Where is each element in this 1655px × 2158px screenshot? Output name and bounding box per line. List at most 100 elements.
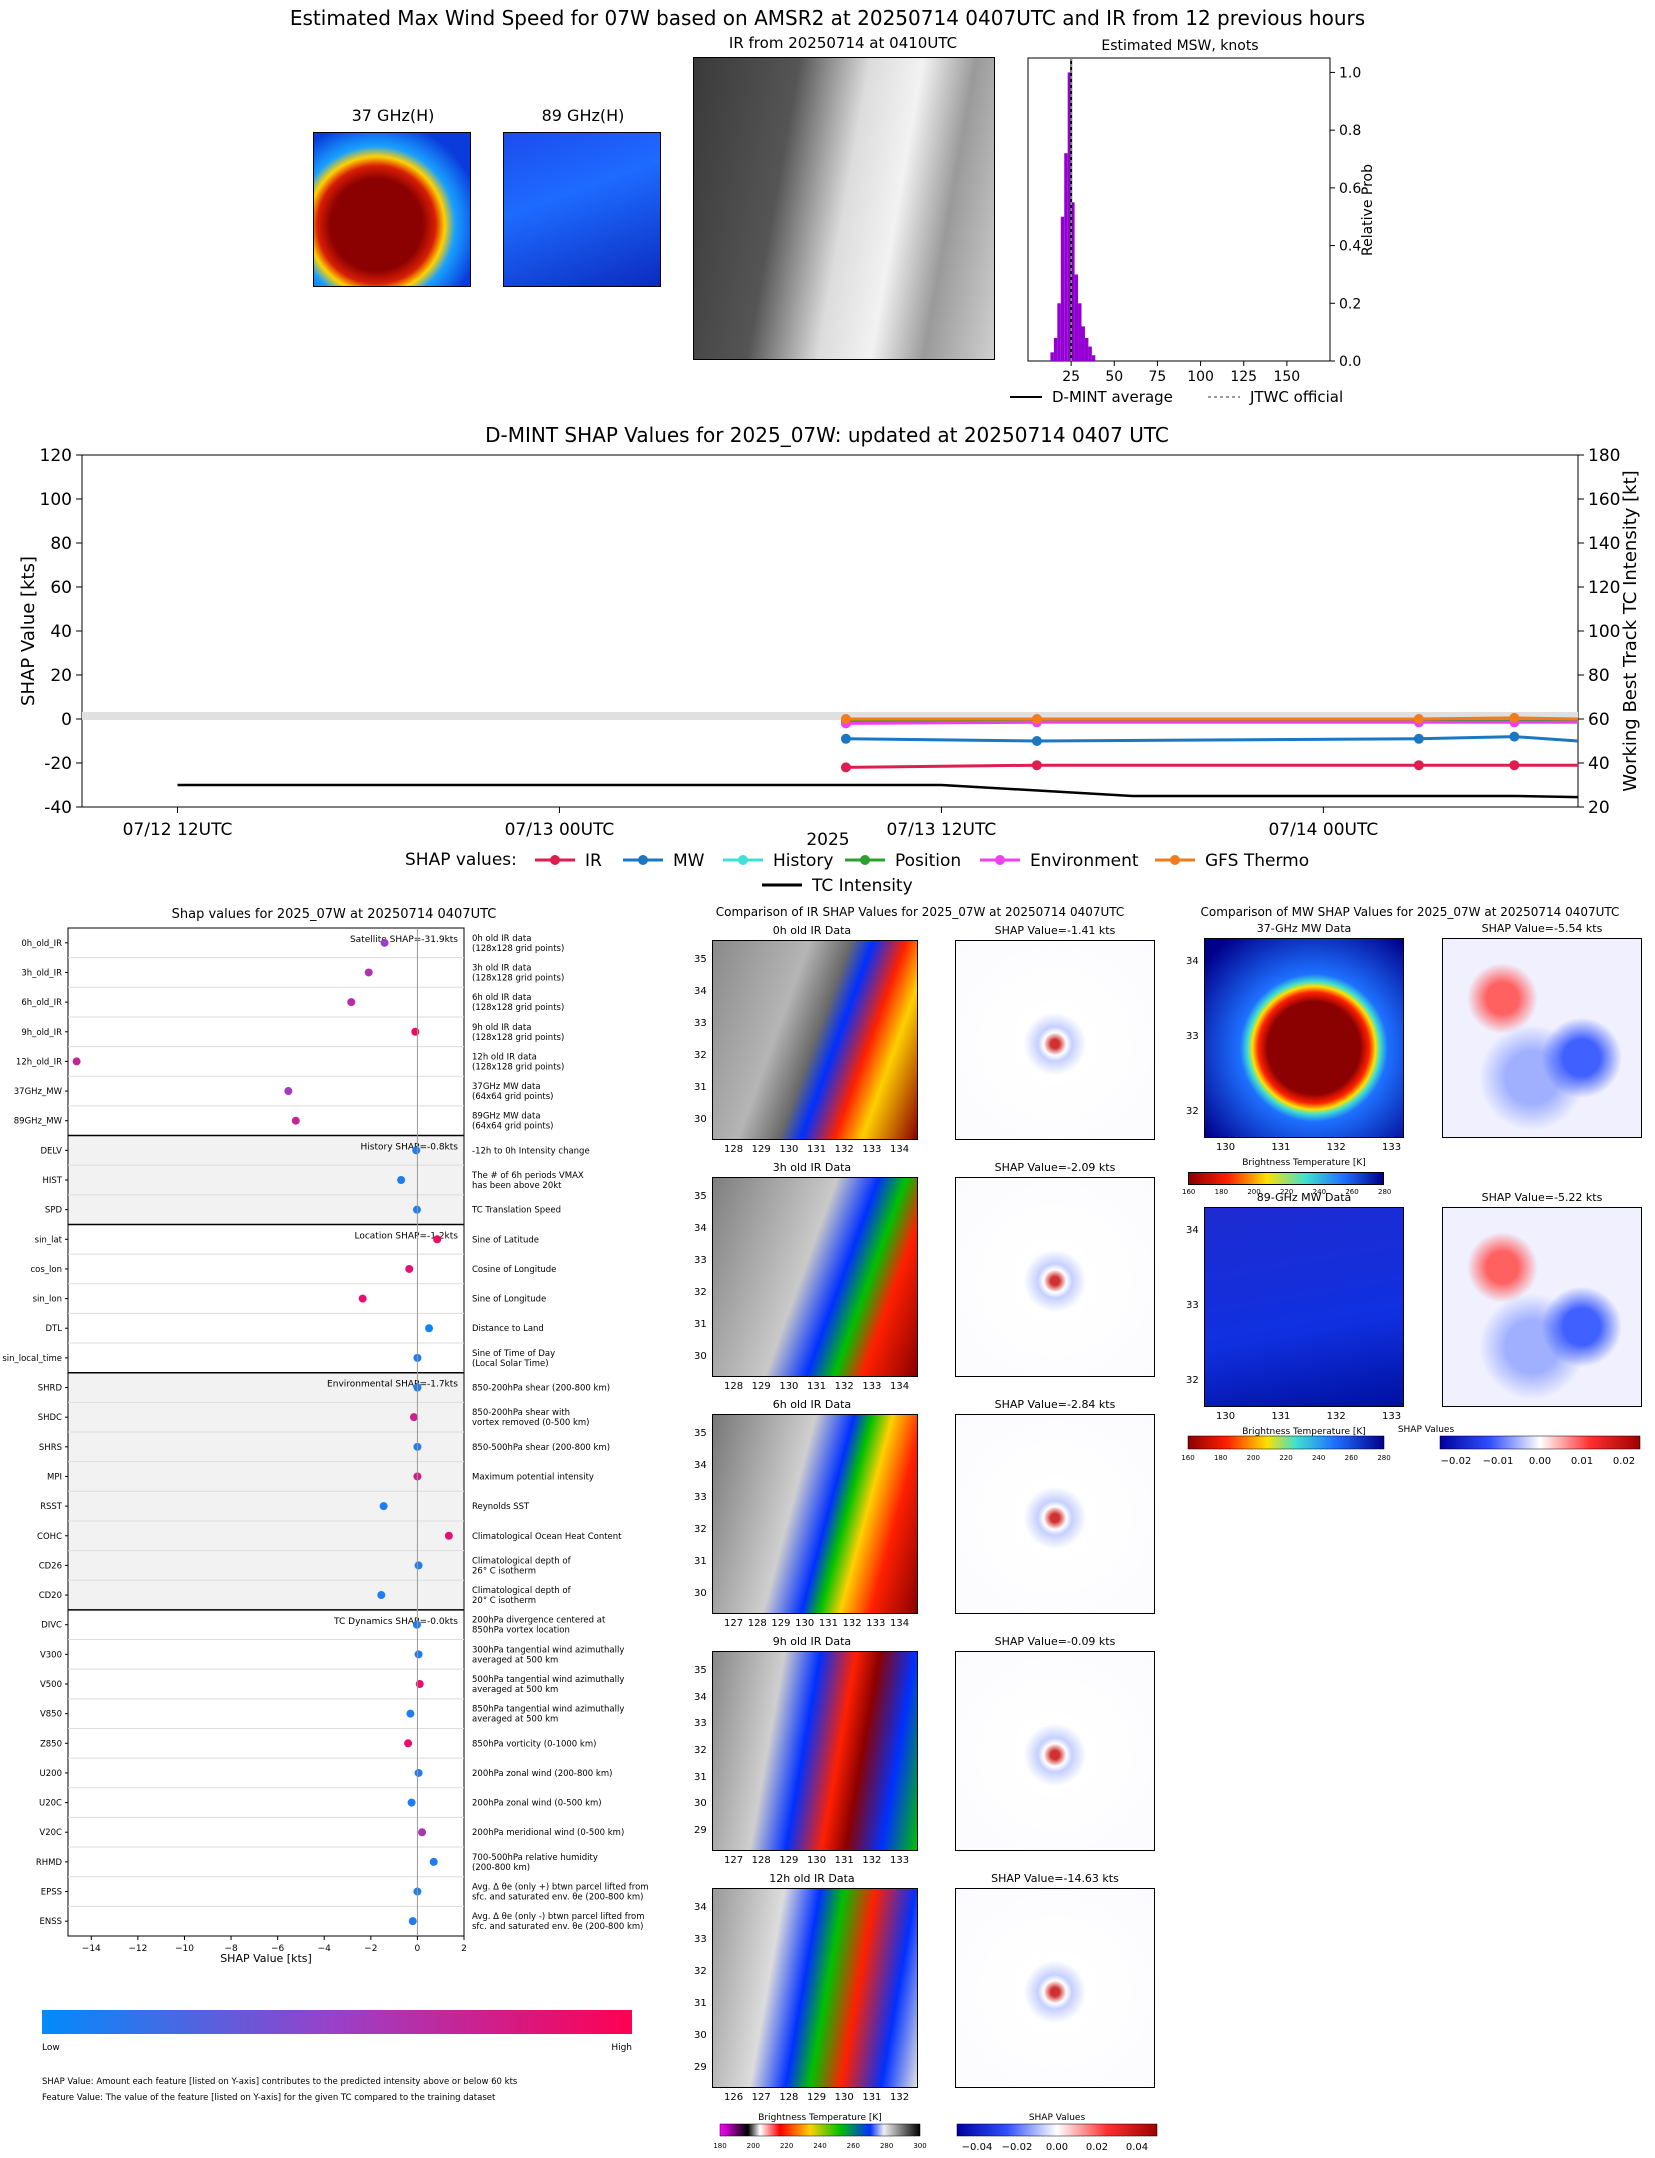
series-point — [1031, 714, 1042, 724]
feature-description: (128x128 grid points) — [472, 1003, 564, 1013]
ts-xlabel: 2025 — [806, 830, 849, 850]
hist-bar — [1081, 326, 1085, 361]
feature-description: (128x128 grid points) — [472, 944, 564, 954]
ir-xtick-label: 133 — [862, 1381, 882, 1392]
hist-xtick-label: 25 — [1062, 369, 1080, 385]
feature-description: (64x64 grid points) — [472, 1122, 553, 1132]
ir-ytick-label: 31 — [694, 1998, 707, 2009]
ir-tb-tick-label: 260 — [847, 2142, 860, 2150]
ts-ytick-right-label: 20 — [1588, 798, 1610, 818]
feature-shap-point — [433, 1235, 442, 1244]
ir-ytick-label: 30 — [694, 1798, 707, 1810]
ir-ytick-label: 34 — [694, 1902, 707, 1913]
mw-tb-colorbar — [1187, 1435, 1385, 1450]
feature-group-label: Location SHAP=-1.2kts — [354, 1231, 458, 1241]
feature-description: Climatological depth of — [472, 1586, 572, 1596]
hist-bar — [1088, 346, 1092, 361]
ir-tb-cbar-label: Brightness Temperature [K] — [758, 2113, 882, 2123]
series-point — [1413, 733, 1424, 744]
feature-description: 12h old IR data — [472, 1052, 537, 1062]
ir-compare-title: Comparison of IR SHAP Values for 2025_07… — [715, 905, 1125, 919]
feature-description: 850-200hPa shear with — [472, 1408, 570, 1418]
hist-bar — [1050, 352, 1054, 361]
feature-description: (128x128 grid points) — [472, 1033, 564, 1043]
mw-tb-cbar-label: Brightness Temperature [K] — [1242, 1158, 1366, 1168]
feature-description: averaged at 500 km — [472, 1715, 558, 1725]
feature-description: 200hPa zonal wind (0-500 km) — [472, 1799, 602, 1809]
ts-ytick-right-label: 80 — [1588, 666, 1610, 686]
footnote-feature: Feature Value: The value of the feature … — [42, 2093, 496, 2103]
ts-legend-marker — [638, 855, 648, 865]
mw-data-title: 89-GHz MW Data — [1256, 1191, 1352, 1204]
feature-name: MPI — [47, 1472, 62, 1482]
ts-legend-label: IR — [585, 851, 602, 871]
ir-shap-image — [955, 1414, 1155, 1614]
ir-ytick-label: 33 — [694, 1934, 707, 1945]
feature-description: Avg. Δ θe (only +) btwn parcel lifted fr… — [472, 1883, 649, 1893]
feature-group-label: Environmental SHAP=-1.7kts — [327, 1380, 458, 1390]
mw-ytick-label: 33 — [1186, 1031, 1199, 1042]
ir-ytick-label: 34 — [694, 986, 707, 997]
feature-description: sfc. and saturated env. θe (200-800 km) — [472, 1893, 644, 1903]
feature-description: 200hPa meridional wind (0-500 km) — [472, 1828, 624, 1838]
hist-bars — [1050, 58, 1096, 361]
hist-xtick-label: 150 — [1273, 369, 1300, 385]
mw-tb-tick-label: 200 — [1247, 1454, 1260, 1462]
mw-shap-tick-label: −0.02 — [1441, 1456, 1472, 1467]
feature-xticks: −14 −12 −10 −8 −6 −4 −2 0 2 — [82, 1936, 467, 1954]
mw-xtick-label: 131 — [1271, 1411, 1291, 1422]
feature-shap-point — [284, 1087, 293, 1096]
ir-xtick-label: 134 — [890, 1381, 910, 1392]
mw-xtick-label: 130 — [1216, 1411, 1236, 1422]
series-line-ir — [845, 763, 1578, 769]
ts-ytick-label: 20 — [50, 666, 72, 686]
feature-shap-point — [409, 1413, 418, 1422]
feature-description: Avg. Δ θe (only -) btwn parcel lifted fr… — [472, 1912, 645, 1922]
feature-name: 3h_old_IR — [21, 968, 62, 978]
ts-legend-marker — [550, 855, 560, 865]
ir-tb-tick-label: 220 — [780, 2142, 793, 2150]
feature-name: ENSS — [39, 1917, 62, 1927]
ir-shap-ticks: −0.04 −0.02 0.00 0.02 0.04 — [962, 2142, 1148, 2153]
mw-shap-tick-label: 0.02 — [1613, 1456, 1635, 1467]
feature-description: Cosine of Longitude — [472, 1265, 556, 1275]
ir-xtick-label: 132 — [890, 2092, 910, 2103]
feature-shap-point — [347, 998, 356, 1007]
mw89-label: 89 GHz(H) — [541, 106, 625, 125]
ts-xtick-label: 07/14 00UTC — [1268, 820, 1378, 840]
series-line-mw — [845, 735, 1579, 743]
feature-description: (128x128 grid points) — [472, 973, 564, 983]
mw-tb-tick-label: 180 — [1214, 1188, 1229, 1196]
ir-data-title: 6h old IR Data — [772, 1398, 852, 1411]
feature-description: 700-500hPa relative humidity — [472, 1853, 598, 1863]
mw-tb-tick-label: 280 — [1377, 1454, 1390, 1462]
ir-shap-title: SHAP Value=-2.09 kts — [994, 1161, 1116, 1174]
mw-shap-colorbar — [1439, 1435, 1641, 1450]
feature-description: Climatological depth of — [472, 1556, 572, 1566]
shap-time-title: D-MINT SHAP Values for 2025_07W: updated… — [485, 423, 1169, 447]
ir-ytick-label: 31 — [694, 1319, 707, 1330]
ts-yticks-right: 20 40 60 80 100 120 140 160 180 — [1578, 446, 1620, 818]
ir-tb-colorbar — [719, 2123, 921, 2137]
feature-name: U20C — [39, 1799, 62, 1809]
feature-shap-point — [379, 1502, 388, 1511]
hist-bar — [1071, 202, 1075, 361]
ir-shap-title: SHAP Value=-2.84 kts — [994, 1398, 1116, 1411]
mw-tb-colorbar-top — [1188, 1172, 1384, 1185]
ir-xtick-label: 129 — [751, 1144, 771, 1155]
ir-ytick-label: 35 — [694, 1665, 707, 1676]
ts-ytick-label: -40 — [44, 798, 72, 818]
ir-tb-tick-label: 180 — [713, 2142, 726, 2150]
feature-description: has been above 20kt — [472, 1181, 562, 1191]
feature-description: Distance to Land — [472, 1324, 544, 1334]
mw-tb-ticks: 160 180 200 220 240 260 280 — [1181, 1454, 1390, 1462]
ir-xtick-label: 129 — [807, 2092, 827, 2103]
feature-name: SPD — [45, 1206, 63, 1216]
feature-description: The # of 6h periods VMAX — [471, 1171, 584, 1181]
ts-lines — [177, 712, 1579, 799]
ts-legend-label: GFS Thermo — [1205, 851, 1309, 871]
mw-xtick-label: 132 — [1326, 1142, 1346, 1153]
series-point — [1509, 712, 1520, 723]
ir-xtick-label: 126 — [724, 2092, 744, 2103]
feature-description: 26° C isotherm — [472, 1566, 536, 1576]
